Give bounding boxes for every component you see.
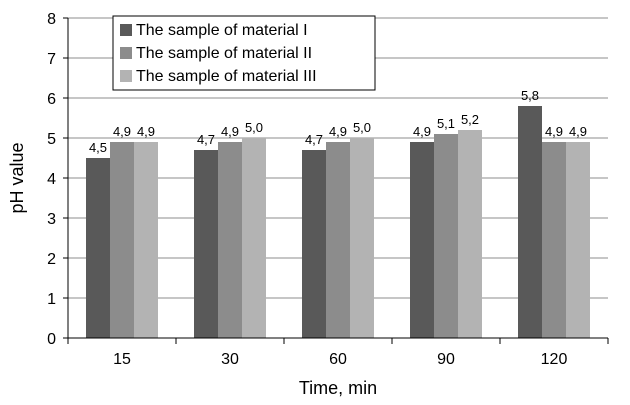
y-axis-title: pH value bbox=[7, 142, 27, 213]
x-tick-label: 120 bbox=[541, 351, 568, 368]
data-label: 4,9 bbox=[413, 124, 431, 139]
bar bbox=[518, 106, 542, 338]
legend-swatch bbox=[120, 47, 132, 59]
y-tick-label: 2 bbox=[47, 251, 56, 268]
bar bbox=[434, 134, 458, 338]
data-label: 4,9 bbox=[113, 124, 131, 139]
data-label: 4,9 bbox=[545, 124, 563, 139]
bar bbox=[410, 142, 434, 338]
legend-swatch bbox=[120, 24, 132, 36]
data-label: 5,0 bbox=[245, 120, 263, 135]
y-tick-label: 3 bbox=[47, 211, 56, 228]
bar bbox=[194, 150, 218, 338]
x-tick-label: 15 bbox=[113, 351, 131, 368]
data-label: 4,9 bbox=[569, 124, 587, 139]
y-ticks: 0 1 2 3 4 5 6 7 8 bbox=[47, 11, 68, 348]
bar bbox=[458, 130, 482, 338]
data-label: 5,2 bbox=[461, 112, 479, 127]
bar bbox=[86, 158, 110, 338]
data-labels: 4,5 4,9 4,9 4,7 4,9 5,0 4,7 4,9 5,0 4,9 5,1 5,2 5,8 4… bbox=[89, 88, 587, 155]
bar bbox=[350, 138, 374, 338]
x-tick-label: 90 bbox=[437, 351, 455, 368]
y-tick-label: 4 bbox=[47, 171, 56, 188]
data-label: 4,9 bbox=[221, 124, 239, 139]
x-axis-title: Time, min bbox=[299, 378, 377, 398]
y-tick-label: 7 bbox=[47, 51, 56, 68]
data-label: 4,9 bbox=[329, 124, 347, 139]
bar bbox=[566, 142, 590, 338]
legend: The sample of material I The sample of ma… bbox=[112, 15, 376, 91]
legend-swatch bbox=[120, 70, 132, 82]
x-ticks: 15 30 60 90 120 bbox=[67, 338, 609, 368]
bar bbox=[110, 142, 134, 338]
data-label: 4,9 bbox=[137, 124, 155, 139]
bar bbox=[302, 150, 326, 338]
bar bbox=[242, 138, 266, 338]
data-label: 5,1 bbox=[437, 116, 455, 131]
x-tick-label: 60 bbox=[329, 351, 347, 368]
y-tick-label: 0 bbox=[47, 331, 56, 348]
y-tick-label: 5 bbox=[47, 131, 56, 148]
data-label: 5,0 bbox=[353, 120, 371, 135]
bar bbox=[326, 142, 350, 338]
y-tick-label: 8 bbox=[47, 11, 56, 28]
data-label: 5,8 bbox=[521, 88, 539, 103]
bar bbox=[218, 142, 242, 338]
bars bbox=[86, 106, 590, 338]
y-tick-label: 1 bbox=[47, 291, 56, 308]
x-tick-label: 30 bbox=[221, 351, 239, 368]
legend-label: The sample of material II bbox=[136, 45, 312, 62]
data-label: 4,7 bbox=[197, 132, 215, 147]
data-label: 4,7 bbox=[305, 132, 323, 147]
legend-label: The sample of material III bbox=[136, 68, 317, 85]
legend-label: The sample of material I bbox=[136, 22, 308, 39]
bar bbox=[134, 142, 158, 338]
legend-box bbox=[112, 15, 376, 91]
data-label: 4,5 bbox=[89, 140, 107, 155]
bar bbox=[542, 142, 566, 338]
y-tick-label: 6 bbox=[47, 91, 56, 108]
